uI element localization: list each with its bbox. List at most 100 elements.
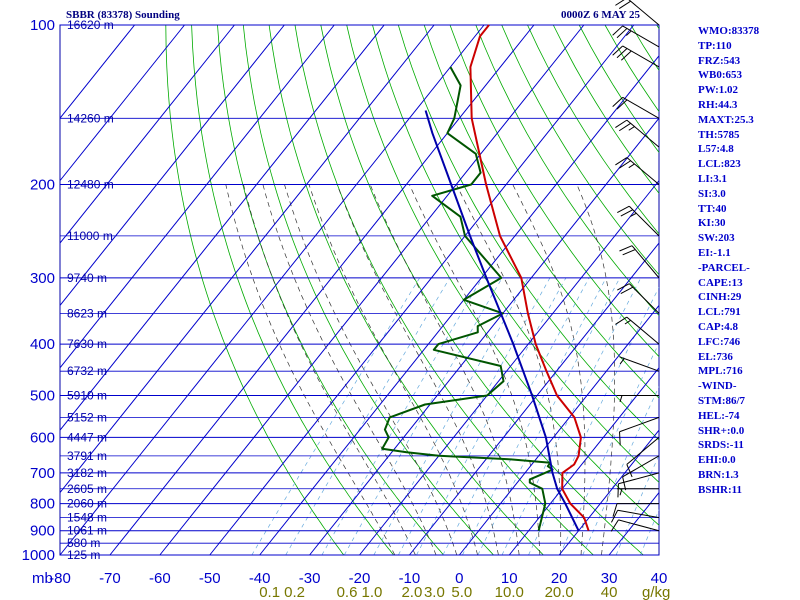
wind-barb-flag	[624, 319, 631, 325]
wind-barb	[615, 0, 660, 26]
pressure-tick-label: 900	[30, 523, 55, 540]
height-label: 9740 m	[67, 271, 107, 285]
mixing-ratio-line	[442, 277, 590, 556]
dry-adiabat	[630, 24, 660, 71]
wind-barb-staff	[618, 472, 660, 485]
isotherm	[109, 24, 535, 556]
height-label: 6732 m	[67, 364, 107, 378]
mixing-ratio-label: 5.0	[451, 584, 472, 600]
height-label: 14260 m	[67, 111, 114, 125]
mixing-ratio-line	[462, 277, 607, 556]
stability-index-item: TP:110	[698, 39, 732, 52]
wind-barb-flag	[617, 283, 630, 291]
wind-barb-flag	[612, 45, 623, 56]
dry-adiabat	[449, 24, 660, 357]
wind-barb	[617, 394, 659, 403]
pressure-tick-label: 500	[30, 387, 55, 404]
wind-barb	[615, 119, 660, 148]
wind-barb	[626, 437, 660, 478]
stability-index-item: BSHR:11	[698, 483, 743, 496]
wind-barb-staff	[622, 25, 660, 48]
stability-index-item: MAXT:25.3	[698, 113, 754, 126]
mixing-ratio-label: 2.0	[401, 584, 422, 600]
stability-index-item: CAP:4.8	[698, 320, 739, 333]
dry-adiabat	[656, 24, 660, 29]
temperature-tick-label: 30	[601, 570, 618, 587]
dry-adiabat	[423, 24, 660, 399]
temperature-tick-label: -20	[349, 570, 371, 587]
stability-index-item: MPL:716	[698, 365, 743, 378]
stability-index-item: L57:4.8	[698, 143, 734, 156]
wind-barb	[619, 245, 660, 279]
dry-adiabat	[552, 24, 660, 194]
wind-barb	[619, 356, 660, 372]
wind-barb-flag	[610, 510, 619, 523]
stability-index-list: WMO:83378 TP:110 FRZ:543 WB0:653 PW:1.02 RH:4…	[698, 24, 759, 498]
wind-barb-flag	[625, 30, 632, 36]
wind-barb-staff	[626, 316, 660, 345]
wind-barb-staff	[628, 283, 660, 314]
wind-barb-flag	[619, 488, 623, 496]
chart-title: SBBR (83378) Sounding	[66, 9, 180, 21]
isotherm	[59, 24, 335, 369]
wind-barb	[610, 509, 660, 523]
height-label: 8623 m	[67, 306, 107, 320]
wind-barb-flag	[618, 0, 631, 10]
pressure-tick-label: 600	[30, 429, 55, 446]
stability-index-item: RH:44.3	[698, 98, 738, 111]
wind-barb	[617, 205, 660, 237]
height-label: 580 m	[67, 536, 100, 550]
height-label: 4447 m	[67, 430, 107, 444]
height-label: 12480 m	[67, 178, 114, 192]
wind-barb-staff	[631, 245, 660, 279]
pressure-tick-label: 400	[30, 336, 55, 353]
height-label: 2060 m	[67, 497, 107, 511]
pressure-tick-label: 100	[30, 17, 55, 34]
pressure-tick-label: 800	[30, 496, 55, 513]
wind-barb-staff	[628, 0, 660, 26]
stability-index-item: LFC:746	[698, 335, 741, 348]
mixing-ratio-label: 40	[601, 584, 618, 600]
moist-adiabat	[243, 184, 416, 556]
mixing-ratio-label: 0.2	[284, 584, 305, 600]
parcel-trace	[424, 110, 580, 532]
stability-index-item: STM:86/7	[698, 394, 746, 407]
isotherms	[59, 24, 660, 556]
isotherm	[59, 24, 285, 306]
isotherm	[159, 24, 585, 556]
height-label: 125 m	[67, 548, 100, 562]
wind-barb-flag	[618, 122, 631, 132]
wind-barb-flag	[620, 209, 634, 217]
pressure-unit-label: mb	[32, 570, 53, 587]
stability-index-item: EHI:0.0	[698, 454, 736, 467]
wind-barb-flag	[615, 157, 628, 166]
wind-barb-flag	[620, 50, 632, 61]
wind-barb	[615, 316, 660, 345]
wind-barb-flag	[615, 316, 628, 325]
stability-index-item: SI:3.0	[698, 187, 726, 200]
plot-grid	[59, 24, 660, 556]
stability-index-item: BRN:1.3	[698, 468, 739, 481]
pressure-tick-label: 700	[30, 465, 55, 482]
wind-barb	[617, 472, 660, 498]
mixing-ratio-line	[582, 386, 660, 556]
stability-index-item: KI:30	[698, 217, 726, 230]
wind-barb	[615, 157, 660, 185]
stability-index-item: TT:40	[698, 202, 727, 215]
stability-index-item: LCL:791	[698, 306, 741, 319]
isotherm	[508, 367, 660, 556]
wind-barb-staff	[622, 45, 660, 68]
height-label: 5910 m	[67, 388, 107, 402]
observation-time: 0000Z 6 MAY 25	[561, 9, 640, 21]
height-label: 11000 m	[67, 229, 113, 243]
temperature-tick-label: 0	[455, 570, 463, 587]
stability-index-item: LI:3.1	[698, 172, 728, 185]
height-label: 16620 m	[67, 18, 114, 32]
stability-index-item: CINH:29	[698, 291, 742, 304]
wind-profile	[610, 0, 660, 532]
wind-barb	[612, 96, 660, 119]
temperature-tick-label: 10	[501, 570, 518, 587]
wind-barb-flag	[615, 0, 625, 6]
temperature-tick-label: 40	[651, 570, 668, 587]
temperature-tick-label: -50	[199, 570, 221, 587]
